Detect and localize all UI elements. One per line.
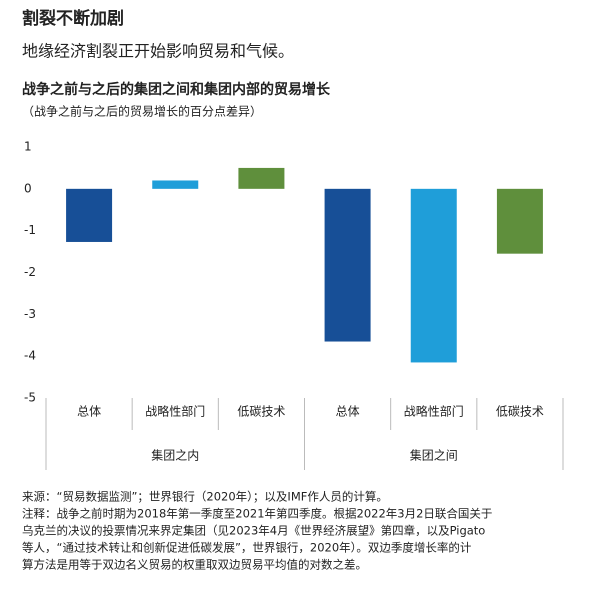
footnote: 算方法是用等于双边名义贸易的权重取双边贸易平均值的对数之差。: [22, 558, 367, 572]
y-tick-label: 0: [24, 181, 32, 195]
x-tick-label: 低碳技术: [496, 405, 544, 419]
page-title: 割裂不断加剧: [22, 8, 124, 29]
bar: [324, 188, 371, 342]
y-tick-label: 1: [24, 140, 32, 154]
x-tick-label: 低碳技术: [237, 405, 285, 419]
x-tick-label: 战略性部门: [404, 404, 464, 419]
bar: [66, 188, 113, 242]
chart-title: 战争之前与之后的集团之间和集团内部的贸易增长: [22, 81, 331, 98]
chart-subtitle: （战争之前与之后的贸易增长的百分点差异）: [22, 104, 262, 119]
footnote: 等人，“通过技术转让和创新促进低碳发展”，世界银行，2020年）。双边季度增长率…: [22, 541, 472, 555]
page-subtitle: 地缘经济割裂正开始影响贸易和气候。: [22, 42, 294, 61]
footnote: 来源：“贸易数据监测”；世界银行（2020年）；以及IMF作人员的计算。: [22, 490, 388, 504]
footnote: 乌克兰的决议的投票情况来界定集团（见2023年4月《世界经济展望》第四章，以及P…: [22, 524, 485, 538]
bar: [496, 188, 543, 254]
y-tick-label: -5: [24, 391, 36, 405]
x-tick-label: 总体: [77, 405, 101, 419]
x-tick-label: 总体: [336, 405, 360, 419]
bar: [238, 167, 285, 189]
group-label: 集团之间: [410, 448, 458, 463]
y-tick-label: -4: [24, 349, 36, 363]
y-tick-label: -2: [24, 265, 36, 279]
x-tick-label: 战略性部门: [145, 404, 205, 419]
bar: [152, 180, 199, 189]
footnote: 注释：战争之前时期为2018年第一季度至2021年第四季度。根据2022年3月2…: [22, 507, 492, 521]
y-tick-label: -1: [24, 223, 36, 237]
y-tick-label: -3: [24, 307, 36, 321]
bar: [410, 188, 457, 363]
group-label: 集团之内: [151, 448, 199, 463]
